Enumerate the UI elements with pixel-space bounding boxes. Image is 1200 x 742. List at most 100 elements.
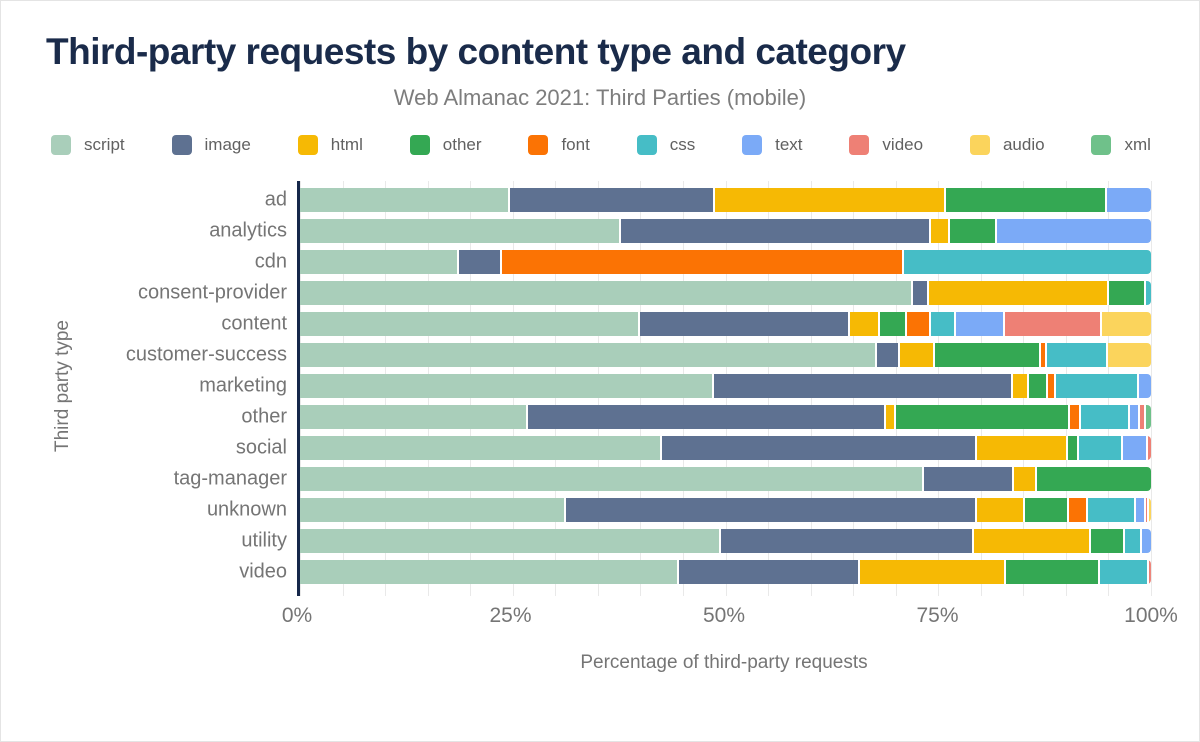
bar-segment-social-script[interactable]	[300, 435, 660, 460]
bar-segment-analytics-text[interactable]	[995, 218, 1151, 243]
legend-item-text[interactable]: text	[742, 135, 803, 155]
bar-segment-content-audio[interactable]	[1099, 311, 1151, 336]
bar-segment-other-font[interactable]	[1068, 404, 1080, 429]
bar-segment-cdn-script[interactable]	[300, 249, 458, 274]
bar-segment-content-html[interactable]	[848, 311, 878, 336]
bar-track-ad	[300, 187, 1151, 212]
bar-segment-video-html[interactable]	[858, 559, 1004, 584]
bar-segment-content-text[interactable]	[954, 311, 1003, 336]
bar-segment-tag-manager-image[interactable]	[922, 466, 1013, 491]
bar-segment-other-html[interactable]	[883, 404, 894, 429]
bar-segment-social-css[interactable]	[1076, 435, 1122, 460]
legend-item-video[interactable]: video	[849, 135, 923, 155]
bar-segment-unknown-video[interactable]	[1143, 497, 1147, 522]
bar-segment-analytics-image[interactable]	[619, 218, 929, 243]
bar-segment-tag-manager-other[interactable]	[1035, 466, 1151, 491]
bar-segment-consent-provider-image[interactable]	[911, 280, 928, 305]
bar-segment-utility-text[interactable]	[1139, 528, 1151, 553]
bar-segment-cdn-font[interactable]	[499, 249, 903, 274]
bar-segment-consent-provider-script[interactable]	[300, 280, 912, 305]
bar-segment-marketing-text[interactable]	[1137, 373, 1151, 398]
bar-segment-content-other[interactable]	[877, 311, 906, 336]
bar-segment-customer-success-html[interactable]	[898, 342, 934, 367]
bar-segment-customer-success-script[interactable]	[300, 342, 876, 367]
bar-segment-analytics-script[interactable]	[300, 218, 620, 243]
bar-segment-content-css[interactable]	[928, 311, 955, 336]
bar-segment-other-video[interactable]	[1138, 404, 1145, 429]
bar-segment-unknown-image[interactable]	[563, 497, 975, 522]
bar-segment-customer-success-image[interactable]	[875, 342, 899, 367]
legend-item-audio[interactable]: audio	[969, 135, 1045, 155]
bar-segment-video-other[interactable]	[1003, 559, 1099, 584]
bar-segment-social-other[interactable]	[1065, 435, 1077, 460]
bar-track-content	[300, 311, 1151, 336]
bar-segment-utility-script[interactable]	[300, 528, 719, 553]
bar-segment-social-html[interactable]	[974, 435, 1066, 460]
legend-item-css[interactable]: css	[636, 135, 695, 155]
bar-segment-ad-text[interactable]	[1105, 187, 1151, 212]
bar-segment-unknown-html[interactable]	[974, 497, 1023, 522]
legend-swatch-image	[171, 135, 192, 155]
bar-segment-other-text[interactable]	[1127, 404, 1139, 429]
bar-row-ad: ad	[265, 184, 1151, 215]
bar-segment-utility-html[interactable]	[972, 528, 1089, 553]
bar-segment-other-xml[interactable]	[1144, 404, 1151, 429]
bar-segment-analytics-other[interactable]	[948, 218, 996, 243]
legend-item-xml[interactable]: xml	[1091, 135, 1151, 155]
bar-segment-other-script[interactable]	[300, 404, 527, 429]
bar-segment-social-image[interactable]	[659, 435, 975, 460]
bar-segment-content-image[interactable]	[637, 311, 849, 336]
bar-segment-video-image[interactable]	[676, 559, 859, 584]
bar-segment-video-script[interactable]	[300, 559, 677, 584]
bar-segment-marketing-script[interactable]	[300, 373, 712, 398]
bar-segment-analytics-html[interactable]	[928, 218, 949, 243]
bar-segment-utility-image[interactable]	[718, 528, 973, 553]
bar-segment-marketing-font[interactable]	[1046, 373, 1054, 398]
category-label-social: social	[235, 436, 287, 458]
bar-segment-other-other[interactable]	[893, 404, 1069, 429]
bar-segment-consent-provider-css[interactable]	[1144, 280, 1151, 305]
bar-segment-marketing-other[interactable]	[1026, 373, 1047, 398]
bar-segment-tag-manager-script[interactable]	[300, 466, 923, 491]
bar-segment-unknown-other[interactable]	[1022, 497, 1068, 522]
bar-segment-marketing-html[interactable]	[1010, 373, 1027, 398]
bar-segment-video-css[interactable]	[1098, 559, 1147, 584]
bar-segment-unknown-css[interactable]	[1085, 497, 1135, 522]
bar-segment-marketing-image[interactable]	[711, 373, 1011, 398]
bar-row-content: content	[221, 308, 1151, 339]
bar-segment-ad-other[interactable]	[944, 187, 1106, 212]
bar-segment-unknown-text[interactable]	[1134, 497, 1144, 522]
bar-segment-customer-success-css[interactable]	[1044, 342, 1106, 367]
bar-segment-content-font[interactable]	[905, 311, 929, 336]
legend-item-image[interactable]: image	[171, 135, 251, 155]
bar-segment-marketing-css[interactable]	[1053, 373, 1138, 398]
bar-segment-unknown-font[interactable]	[1067, 497, 1086, 522]
legend-item-html[interactable]: html	[297, 135, 363, 155]
bar-track-customer-success	[300, 342, 1151, 367]
bar-segment-tag-manager-html[interactable]	[1012, 466, 1036, 491]
bar-segment-other-image[interactable]	[526, 404, 884, 429]
bar-segment-unknown-audio[interactable]	[1146, 497, 1152, 522]
bar-segment-customer-success-other[interactable]	[933, 342, 1039, 367]
bar-segment-unknown-script[interactable]	[300, 497, 564, 522]
bar-segment-content-script[interactable]	[300, 311, 638, 336]
bar-segment-content-video[interactable]	[1002, 311, 1100, 336]
bar-segment-social-text[interactable]	[1121, 435, 1146, 460]
bar-segment-customer-success-font[interactable]	[1038, 342, 1045, 367]
bar-segment-ad-image[interactable]	[508, 187, 713, 212]
bar-segment-consent-provider-html[interactable]	[927, 280, 1107, 305]
bar-segment-other-css[interactable]	[1079, 404, 1128, 429]
bar-segment-consent-provider-other[interactable]	[1106, 280, 1145, 305]
bar-segment-cdn-image[interactable]	[457, 249, 500, 274]
bar-segment-social-video[interactable]	[1145, 435, 1151, 460]
bar-segment-customer-success-audio[interactable]	[1105, 342, 1151, 367]
legend-item-other[interactable]: other	[409, 135, 482, 155]
bar-segment-video-video[interactable]	[1146, 559, 1151, 584]
bar-segment-ad-script[interactable]	[300, 187, 509, 212]
legend-item-font[interactable]: font	[528, 135, 590, 155]
bar-segment-utility-other[interactable]	[1088, 528, 1123, 553]
bar-segment-ad-html[interactable]	[712, 187, 945, 212]
bar-segment-cdn-css[interactable]	[902, 249, 1151, 274]
bar-segment-utility-css[interactable]	[1122, 528, 1140, 553]
legend-item-script[interactable]: script	[51, 135, 125, 155]
